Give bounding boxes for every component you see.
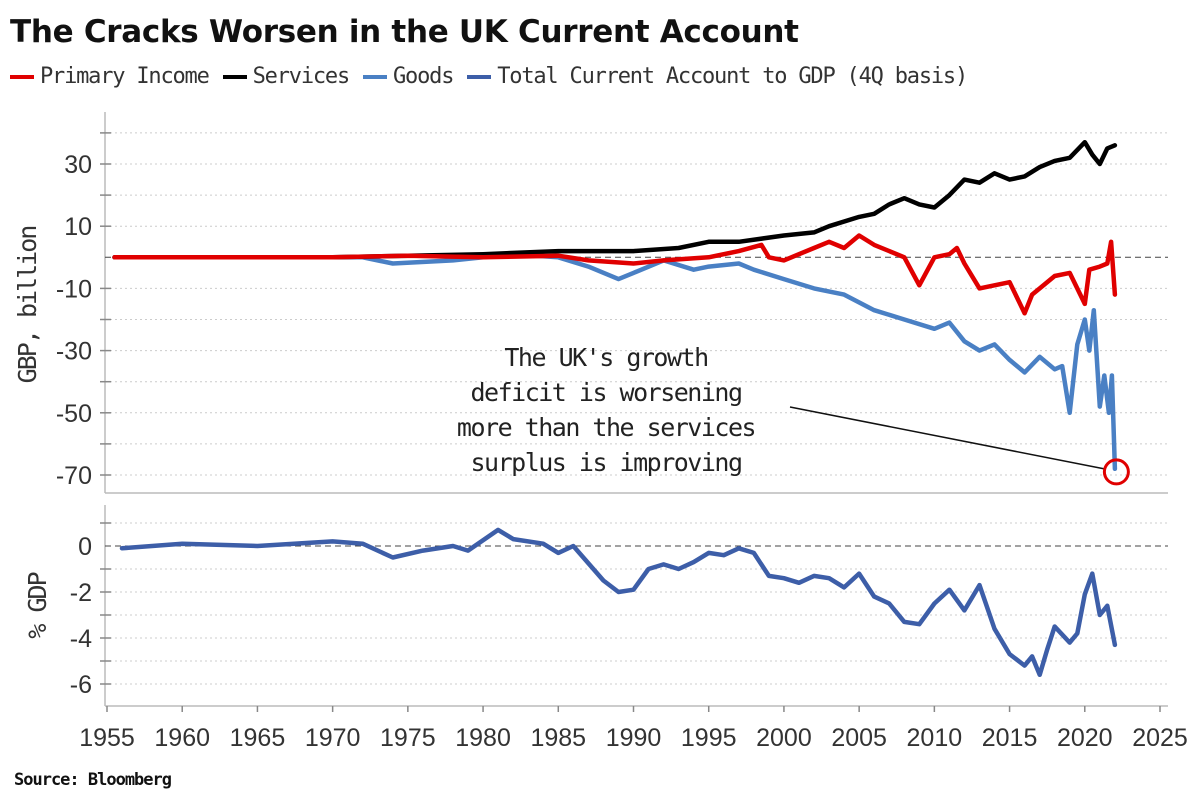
x-tick-label: 1990	[606, 724, 662, 752]
y-tick-label: -4	[70, 625, 92, 653]
series-line-total-current-account-to-gdp-4q-basis	[119, 527, 1118, 678]
x-tick-label: 1975	[380, 724, 436, 752]
annotation-pointer-line	[789, 406, 1105, 470]
bottom-y-axis-label: % GDP	[23, 572, 52, 638]
series-line-services	[112, 139, 1118, 260]
legend-swatch	[467, 74, 492, 79]
x-tick-label: 2000	[756, 724, 812, 752]
bottom-panel-grid: 0 -2 -4 -6	[70, 505, 1168, 707]
x-tick-label: 1985	[530, 724, 586, 752]
annotation-text-line: deficit is worsening	[470, 378, 741, 407]
y-tick-label: 10	[64, 213, 92, 241]
annotation-text-line: surplus is improving	[470, 448, 741, 477]
legend-item-primary-income: Primary Income	[10, 64, 210, 89]
x-tick-label: 2010	[907, 724, 963, 752]
legend-item-total-current-account: Total Current Account to GDP (4Q basis)	[467, 64, 968, 89]
legend-label: Primary Income	[40, 64, 210, 89]
legend-item-goods: Goods	[363, 64, 454, 89]
x-axis-ticks: 1955 1960 1965 1970 1975 1980 1985 1990 1995 2000…	[79, 706, 1188, 752]
y-tick-label: -30	[56, 338, 92, 366]
highlight-circle	[1102, 458, 1130, 486]
y-tick-label: 0	[78, 533, 92, 561]
x-tick-label: 2005	[831, 724, 887, 752]
y-tick-label: -2	[70, 579, 92, 607]
source-note: Source: Bloomberg	[14, 770, 172, 790]
x-tick-label: 1965	[230, 724, 286, 752]
legend-label: Goods	[393, 64, 454, 89]
legend-label: Services	[252, 64, 351, 89]
y-tick-label: -50	[56, 400, 92, 428]
x-tick-label: 1980	[455, 724, 511, 752]
x-tick-label: 1995	[681, 724, 737, 752]
x-tick-label: 2015	[982, 724, 1038, 752]
y-tick-label: -6	[70, 671, 92, 699]
top-panel-grid: 30 10 -10 -30 -50 -70	[56, 112, 1168, 494]
legend-item-services: Services	[222, 64, 351, 89]
x-tick-label: 1970	[305, 724, 361, 752]
annotation-text-line: The UK's growth	[504, 343, 707, 372]
legend-swatch	[363, 74, 388, 79]
y-tick-label: 30	[64, 151, 92, 179]
y-tick-label: -10	[56, 275, 92, 303]
legend-swatch	[10, 74, 34, 79]
series-line-goods	[112, 251, 1118, 472]
chart-title: The Cracks Worsen in the UK Current Acco…	[10, 14, 799, 50]
x-tick-label: 2020	[1057, 724, 1113, 752]
x-tick-label: 2025	[1132, 724, 1188, 752]
series-line-primary-income	[112, 233, 1118, 316]
x-tick-label: 1955	[79, 724, 135, 752]
legend-label: Total Current Account to GDP (4Q basis)	[497, 64, 968, 89]
annotation: The UK's growth deficit is worsening more …	[457, 343, 1130, 486]
legend-swatch	[222, 74, 247, 79]
top-y-axis-label: GBP, billion	[13, 227, 42, 384]
legend: Primary Income Services Goods Total Curr…	[10, 64, 968, 89]
annotation-text-line: more than the services	[457, 413, 755, 442]
x-tick-label: 1960	[154, 724, 210, 752]
y-tick-label: -70	[56, 462, 92, 490]
